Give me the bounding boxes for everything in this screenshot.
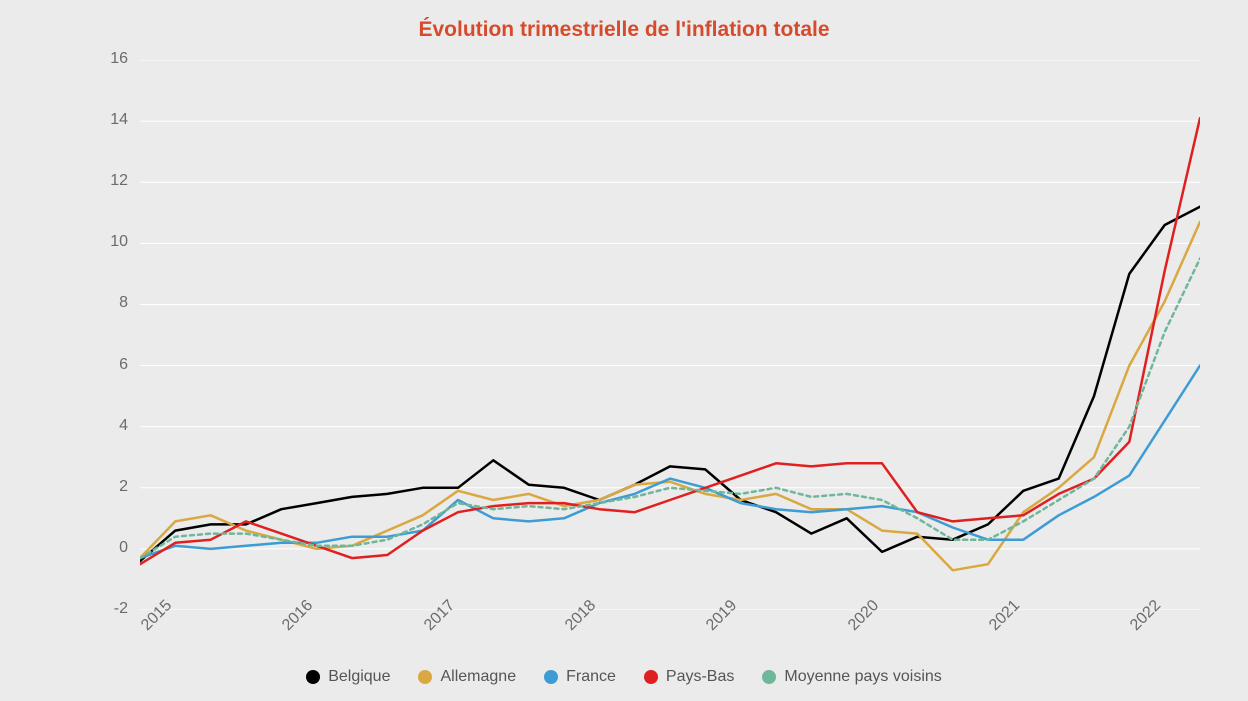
y-tick-label: 16: [0, 50, 128, 68]
chart-container: Évolution trimestrielle de l'inflation t…: [0, 0, 1248, 701]
legend-swatch-icon: [544, 670, 558, 684]
y-tick-label: 2: [0, 478, 128, 496]
plot-area: [140, 60, 1200, 610]
legend-item-france: France: [544, 668, 616, 686]
y-tick-label: 12: [0, 172, 128, 190]
y-tick-label: -2: [0, 600, 128, 618]
series-belgique: [140, 207, 1200, 561]
y-tick-label: 10: [0, 233, 128, 251]
legend-swatch-icon: [418, 670, 432, 684]
y-tick-label: 0: [0, 539, 128, 557]
legend-label: Moyenne pays voisins: [784, 668, 941, 686]
series-france: [140, 335, 1200, 558]
legend-label: Allemagne: [440, 668, 516, 686]
legend-swatch-icon: [762, 670, 776, 684]
legend-label: France: [566, 668, 616, 686]
legend-item-belgique: Belgique: [306, 668, 390, 686]
y-tick-label: 8: [0, 294, 128, 312]
legend-label: Pays-Bas: [666, 668, 734, 686]
chart-title: Évolution trimestrielle de l'inflation t…: [0, 18, 1248, 42]
series-moyenne: [140, 259, 1200, 558]
series-pays_bas: [140, 118, 1200, 564]
legend: Belgique Allemagne France Pays-Bas Moyenne p…: [0, 668, 1248, 689]
legend-label: Belgique: [328, 668, 390, 686]
y-tick-label: 14: [0, 111, 128, 129]
y-tick-label: 4: [0, 417, 128, 435]
legend-swatch-icon: [306, 670, 320, 684]
legend-swatch-icon: [644, 670, 658, 684]
series-allemagne: [140, 222, 1200, 570]
legend-item-allemagne: Allemagne: [418, 668, 516, 686]
legend-item-pays_bas: Pays-Bas: [644, 668, 734, 686]
legend-item-moyenne: Moyenne pays voisins: [762, 668, 941, 686]
y-tick-label: 6: [0, 356, 128, 374]
